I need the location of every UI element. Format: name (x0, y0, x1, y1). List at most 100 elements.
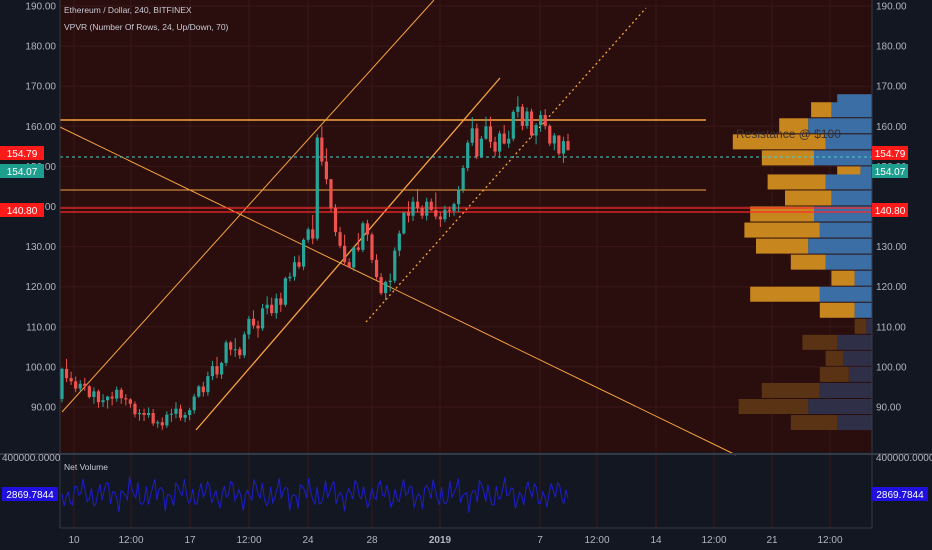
candle[interactable] (552, 133, 556, 151)
candle[interactable] (543, 109, 547, 130)
candle[interactable] (128, 398, 132, 408)
candle[interactable] (397, 230, 401, 257)
candle[interactable] (156, 420, 160, 428)
candle[interactable] (92, 387, 96, 404)
trend-lines[interactable] (59, 0, 737, 456)
candle[interactable] (292, 256, 297, 281)
candle[interactable] (270, 297, 274, 316)
trendline-channel-upper[interactable] (195, 77, 501, 431)
resistance-annotation[interactable]: Resistance @ $100 (736, 127, 841, 141)
candle[interactable] (283, 276, 287, 307)
candle[interactable] (315, 134, 319, 241)
candle[interactable] (548, 124, 552, 146)
candle[interactable] (406, 201, 411, 223)
candlestick-series[interactable] (60, 96, 570, 430)
symbol-title[interactable]: Ethereum / Dollar, 240, BITFINEX (64, 5, 192, 15)
candle[interactable] (488, 116, 493, 148)
candle[interactable] (370, 232, 374, 264)
candle[interactable] (320, 126, 324, 166)
candle[interactable] (365, 219, 370, 241)
candle[interactable] (311, 214, 315, 245)
indicator-title[interactable]: VPVR (Number Of Rows, 24, Up/Down, 70) (64, 22, 229, 32)
candle[interactable] (297, 255, 301, 269)
candle[interactable] (69, 371, 73, 385)
candle[interactable] (502, 125, 506, 145)
candle[interactable] (78, 380, 82, 392)
candle[interactable] (466, 140, 470, 172)
candle[interactable] (411, 196, 415, 221)
candle[interactable] (461, 165, 465, 193)
candle[interactable] (188, 407, 192, 421)
candle[interactable] (456, 186, 461, 213)
candle[interactable] (224, 340, 228, 367)
candle[interactable] (333, 204, 338, 237)
candle[interactable] (60, 367, 64, 403)
volume-indicator-title[interactable]: Net Volume (64, 462, 108, 472)
candle[interactable] (402, 212, 406, 235)
candle[interactable] (206, 371, 210, 396)
candle[interactable] (420, 205, 424, 219)
candle[interactable] (101, 394, 105, 407)
trendline-descending[interactable] (59, 126, 737, 456)
candle[interactable] (415, 188, 420, 213)
candle[interactable] (356, 232, 360, 252)
candle[interactable] (210, 360, 215, 381)
candle[interactable] (507, 130, 511, 148)
candle[interactable] (347, 258, 351, 269)
time-scale[interactable] (0, 528, 932, 550)
candle[interactable] (343, 234, 347, 266)
candle[interactable] (452, 202, 456, 216)
candle[interactable] (534, 123, 538, 145)
candle[interactable] (74, 376, 78, 393)
candle[interactable] (479, 135, 483, 158)
candle[interactable] (178, 404, 183, 421)
candle[interactable] (229, 340, 233, 356)
candle[interactable] (119, 387, 123, 404)
candle[interactable] (242, 331, 246, 359)
candle[interactable] (470, 117, 474, 146)
candle[interactable] (511, 109, 515, 142)
trendline-channel-outer[interactable] (61, 0, 435, 413)
candle[interactable] (566, 133, 570, 151)
red-level-lines[interactable] (60, 207, 872, 213)
trendline-dotted[interactable] (365, 7, 647, 323)
candle[interactable] (302, 238, 306, 271)
candle[interactable] (288, 272, 292, 282)
candle[interactable] (338, 226, 342, 249)
candle[interactable] (260, 303, 265, 331)
candle[interactable] (525, 107, 529, 129)
main-pane-background[interactable] (60, 0, 872, 452)
candle[interactable] (324, 148, 328, 185)
candle[interactable] (64, 358, 69, 383)
candle[interactable] (215, 356, 219, 379)
candle[interactable] (557, 135, 561, 156)
candle[interactable] (274, 293, 278, 319)
candle[interactable] (447, 206, 452, 217)
candle[interactable] (484, 116, 488, 140)
candle[interactable] (233, 338, 237, 357)
candle[interactable] (384, 280, 388, 301)
candle[interactable] (265, 296, 269, 315)
candle[interactable] (279, 292, 283, 312)
candle[interactable] (115, 386, 119, 402)
candle[interactable] (438, 212, 442, 227)
candle[interactable] (105, 395, 110, 409)
candle[interactable] (124, 394, 128, 406)
candle[interactable] (238, 346, 242, 359)
candle[interactable] (183, 412, 187, 423)
candle[interactable] (379, 273, 383, 296)
candle[interactable] (561, 136, 566, 163)
candle[interactable] (493, 136, 497, 157)
candle[interactable] (251, 310, 256, 329)
volume-pane-background[interactable] (60, 456, 872, 526)
candle[interactable] (393, 247, 397, 284)
candle[interactable] (83, 377, 87, 391)
candle[interactable] (147, 407, 151, 418)
candle[interactable] (520, 103, 525, 131)
candle[interactable] (475, 123, 479, 160)
candle[interactable] (429, 198, 433, 211)
candle[interactable] (352, 246, 356, 272)
candle[interactable] (425, 197, 429, 221)
candle[interactable] (192, 393, 196, 414)
candle[interactable] (160, 417, 164, 430)
